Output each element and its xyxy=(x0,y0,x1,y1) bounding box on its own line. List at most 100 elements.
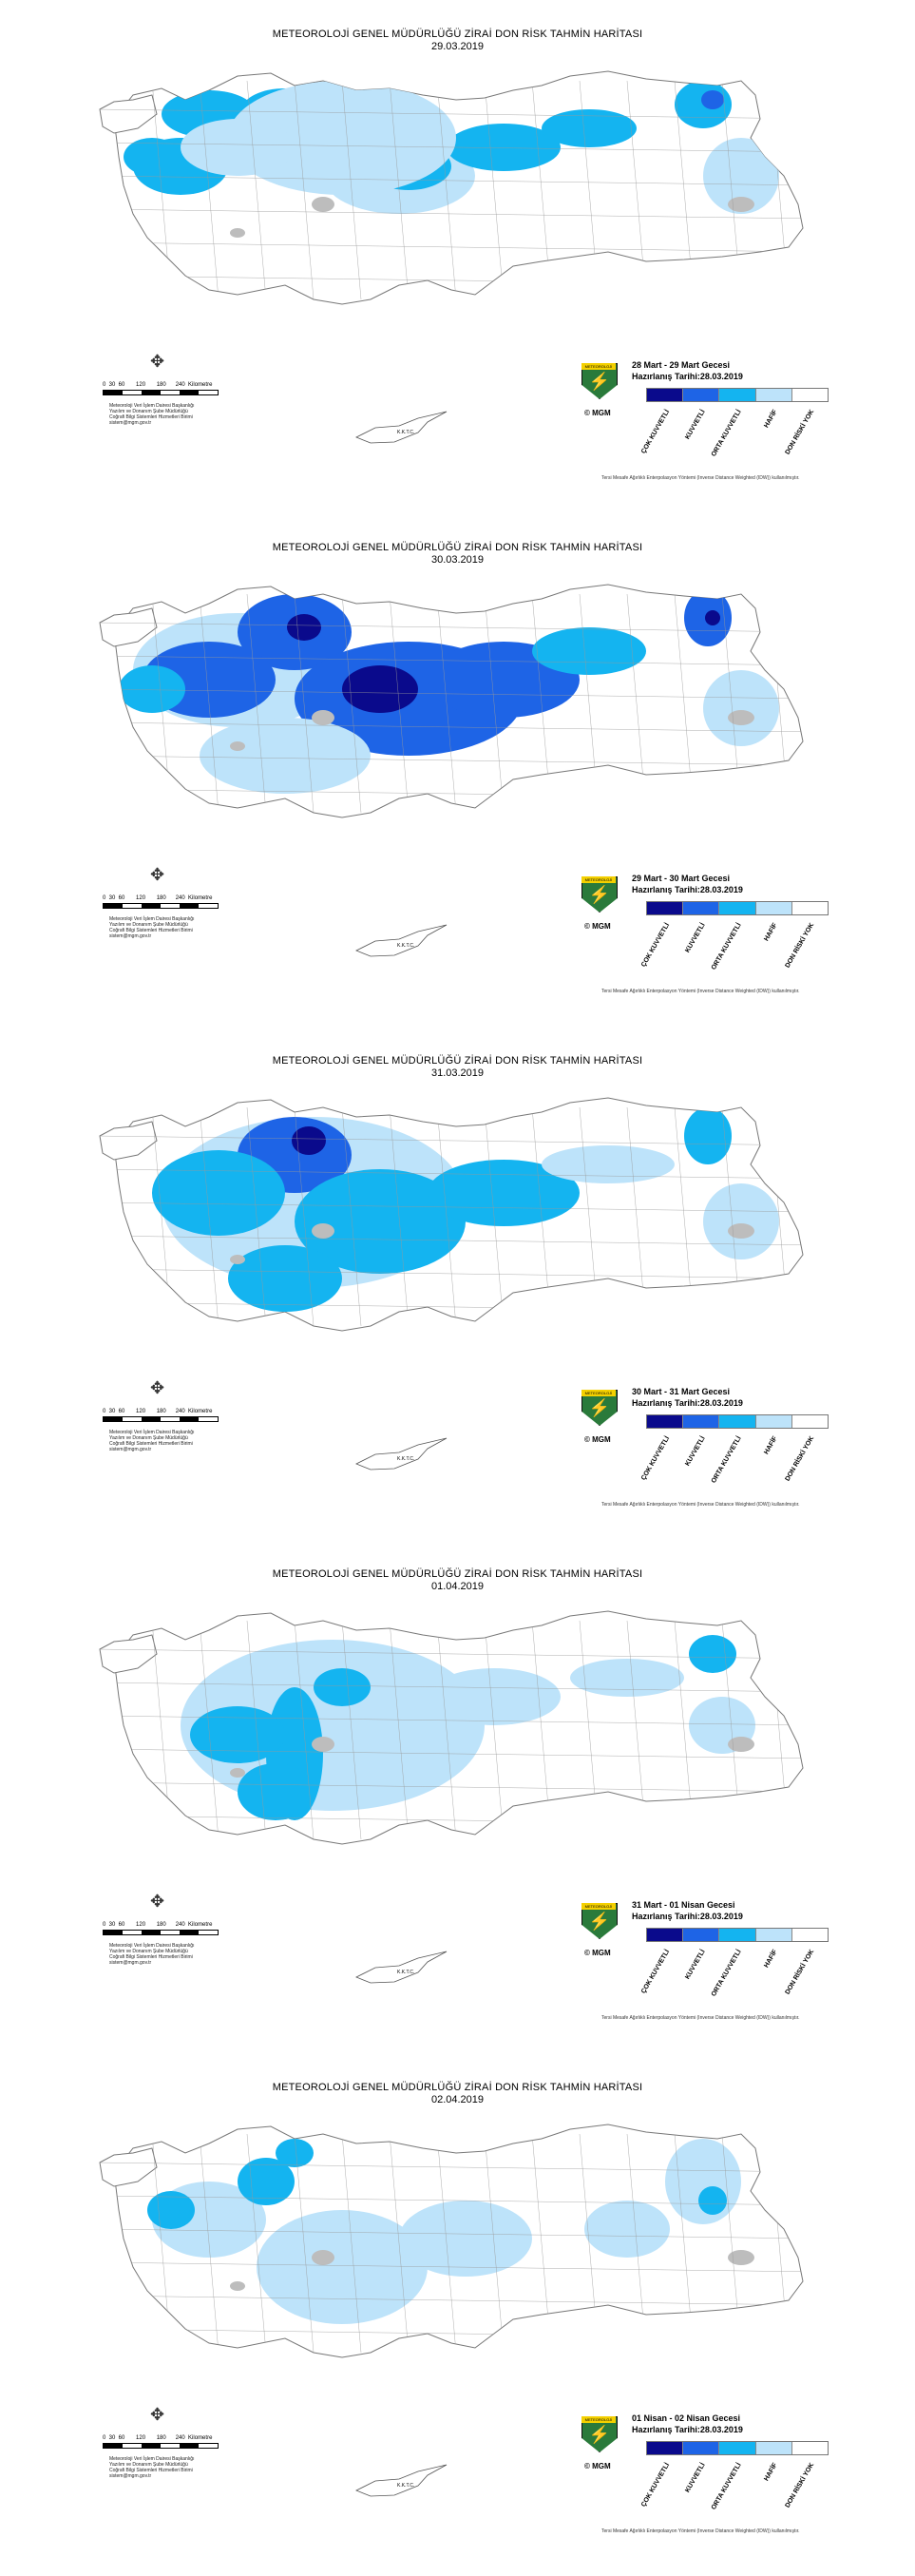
logo-text: METEOROLOJİ xyxy=(581,876,616,883)
scale-ticks: 0 30 60 120 180 240 Kilometre xyxy=(103,2435,213,2441)
cyprus-label: K.K.T.C. xyxy=(397,2483,414,2489)
risk-area-hafif xyxy=(181,119,295,176)
risk-area-hafif xyxy=(703,1183,779,1259)
lake xyxy=(728,710,754,725)
credit-text: Meteoroloji Veri İşlem Dairesi Başkanlığ… xyxy=(109,403,194,426)
scale-bar: 0 30 60 120 180 240 Kilometre xyxy=(103,2435,219,2449)
cyprus-inset: K.K.T.C. xyxy=(355,1951,448,1984)
credit-line: Meteoroloji Veri İşlem Dairesi Başkanlığ… xyxy=(109,2456,195,2462)
legend-label: HAFİF xyxy=(763,409,780,430)
legend-header: 29 Mart - 30 Mart Gecesi Hazırlanış Tarih… xyxy=(632,873,743,895)
cyprus-inset: K.K.T.C. xyxy=(355,2464,448,2497)
province-border xyxy=(100,1682,803,1693)
legend-label: KUVVETLİ xyxy=(684,922,708,954)
province-border xyxy=(436,2133,457,2354)
credit-text: Meteoroloji Veri İşlem Dairesi Başkanlığ… xyxy=(109,1943,194,1966)
risk-area-hafif xyxy=(200,718,371,794)
lake xyxy=(312,197,334,212)
turkey-frost-risk-map xyxy=(99,70,804,305)
legend-swatch xyxy=(791,389,829,401)
cyprus-outline xyxy=(355,411,448,444)
province-border xyxy=(100,655,803,666)
forecast-panel: METEOROLOJİ GENEL MÜDÜRLÜĞÜ ZİRAİ DON Rİ… xyxy=(0,2063,915,2576)
legend-labels: ÇOK KUVVETLİ KUVVETLİ ORTA KUVVETLİ HAFİF DO… xyxy=(627,2462,817,2519)
map-title: METEOROLOJİ GENEL MÜDÜRLÜĞÜ ZİRAİ DON Rİ… xyxy=(272,1568,643,1580)
credit-line: Yazılım ve Donanım Şube Müdürlüğü xyxy=(109,409,188,414)
province-border xyxy=(100,2162,803,2173)
risk-area-cok-kuvvetli xyxy=(287,614,321,641)
mgm-label: © MGM xyxy=(584,1435,611,1444)
legend-label: ÇOK KUVVETLİ xyxy=(639,409,672,455)
method-note: Tersi Mesafe Ağırlıklı Enterpolasyon Yön… xyxy=(601,475,800,481)
legend-label: HAFİF xyxy=(763,2462,780,2483)
legend-label: DON RİSKİ YOK xyxy=(784,409,816,456)
scale-ticks: 0 30 60 120 180 240 Kilometre xyxy=(103,1922,213,1928)
scale-bar: 0 30 60 120 180 240 Kilometre xyxy=(103,382,219,395)
legend-label: ORTA KUVVETLİ xyxy=(711,922,744,971)
legend-swatch xyxy=(791,2442,829,2454)
map-title: METEOROLOJİ GENEL MÜDÜRLÜĞÜ ZİRAİ DON Rİ… xyxy=(272,1055,643,1067)
legend-swatch xyxy=(719,1929,756,1941)
map-title: METEOROLOJİ GENEL MÜDÜRLÜĞÜ ZİRAİ DON Rİ… xyxy=(272,542,643,553)
province-border xyxy=(100,1748,803,1759)
scale-bar-graphic xyxy=(103,1416,219,1422)
province-border xyxy=(100,1168,803,1180)
legend-label: ORTA KUVVETLİ xyxy=(711,1435,744,1485)
risk-area-orta-kuvvetli xyxy=(238,2158,295,2205)
risk-area-hafif xyxy=(228,81,456,195)
risk-area-orta-kuvvetli xyxy=(147,2191,195,2229)
risk-area-orta-kuvvetli xyxy=(684,1107,732,1164)
province-border xyxy=(100,108,803,120)
legend-labels: ÇOK KUVVETLİ KUVVETLİ ORTA KUVVETLİ HAFİF DO… xyxy=(627,409,817,466)
legend-color-scale xyxy=(646,388,829,402)
province-border xyxy=(100,755,803,766)
province-border xyxy=(246,2133,267,2354)
legend-label: KUVVETLİ xyxy=(684,1435,708,1468)
province-border xyxy=(389,593,410,814)
legend-label: KUVVETLİ xyxy=(684,1949,708,1981)
cyprus-outline xyxy=(355,1437,448,1471)
scale-bar-graphic xyxy=(103,903,219,909)
province-border xyxy=(100,1715,803,1726)
forecast-panel: METEOROLOJİ GENEL MÜDÜRLÜĞÜ ZİRAİ DON Rİ… xyxy=(0,1549,915,2063)
legend-period: 01 Nisan - 02 Nisan Gecesi xyxy=(632,2413,741,2423)
cyprus-outline xyxy=(355,924,448,957)
method-note: Tersi Mesafe Ağırlıklı Enterpolasyon Yön… xyxy=(601,1502,800,1508)
province-border xyxy=(100,208,803,220)
map-date: 01.04.2019 xyxy=(430,1581,485,1592)
credit-line: Yazılım ve Donanım Şube Müdürlüğü xyxy=(109,1949,188,1954)
legend-label: DON RİSKİ YOK xyxy=(784,1949,816,1996)
risk-area-orta-kuvvetli xyxy=(276,2139,314,2167)
province-border xyxy=(100,1235,803,1246)
scale-bar: 0 30 60 120 180 240 Kilometre xyxy=(103,1409,219,1422)
province-border xyxy=(100,175,803,186)
risk-area-cok-kuvvetli xyxy=(705,610,720,625)
legend-header: 30 Mart - 31 Mart Gecesi Hazırlanış Tarih… xyxy=(632,1386,743,1409)
legend-labels: ÇOK KUVVETLİ KUVVETLİ ORTA KUVVETLİ HAFİF DO… xyxy=(627,922,817,979)
province-border xyxy=(100,622,803,633)
risk-area-hafif xyxy=(703,670,779,746)
legend-swatch xyxy=(719,902,756,914)
legend-swatch xyxy=(755,389,792,401)
north-arrow-icon: ✥ xyxy=(150,352,165,371)
cyprus-outline xyxy=(355,1951,448,1984)
legend-label: KUVVETLİ xyxy=(684,2462,708,2494)
turkey-frost-risk-map xyxy=(99,2124,804,2358)
scale-bar-graphic xyxy=(103,1930,219,1935)
method-note: Tersi Mesafe Ağırlıklı Enterpolasyon Yön… xyxy=(601,2528,800,2534)
legend-swatch xyxy=(755,1415,792,1428)
mgm-logo: ⚡ METEOROLOJİ xyxy=(581,363,618,407)
scale-bar-graphic xyxy=(103,390,219,395)
mgm-label: © MGM xyxy=(584,2462,611,2470)
map-title: METEOROLOJİ GENEL MÜDÜRLÜĞÜ ZİRAİ DON Rİ… xyxy=(272,29,643,40)
cyprus-outline xyxy=(355,2464,448,2497)
lake xyxy=(312,2250,334,2265)
credit-line: Yazılım ve Donanım Şube Müdürlüğü xyxy=(109,922,188,928)
province-border xyxy=(484,1106,505,1327)
mgm-logo: ⚡ METEOROLOJİ xyxy=(581,1903,618,1947)
cyprus-label: K.K.T.C. xyxy=(397,430,414,435)
legend-swatch xyxy=(755,2442,792,2454)
risk-area-hafif xyxy=(399,2201,532,2277)
lake xyxy=(230,1255,245,1264)
thrace-outline xyxy=(99,607,158,647)
